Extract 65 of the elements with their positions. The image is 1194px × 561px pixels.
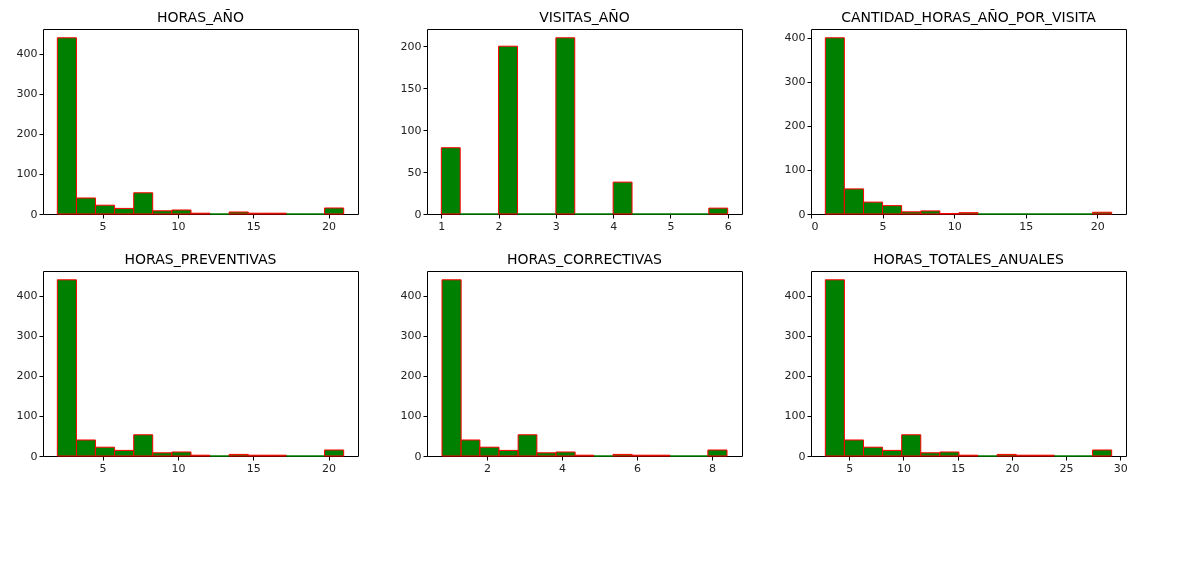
x-tick-label: 15 (951, 461, 966, 475)
y-tick-label: 300 (784, 329, 806, 343)
y-tick-label: 100 (400, 409, 422, 423)
x-tick-label: 2 (495, 219, 503, 233)
x-tick-label: 5 (667, 219, 675, 233)
y-tick-label: 300 (16, 87, 38, 101)
y-tick-label: 0 (30, 449, 38, 463)
y-tick-label: 400 (784, 31, 806, 45)
x-tick-label: 20 (322, 219, 337, 233)
x-tick-label: 6 (724, 219, 732, 233)
x-tick-label: 10 (171, 219, 186, 233)
y-tick-label: 300 (400, 329, 422, 343)
y-tick-label: 200 (400, 369, 422, 383)
y-tick-label: 100 (784, 409, 806, 423)
y-tick-label: 50 (407, 165, 422, 179)
y-tick-label: 0 (798, 449, 806, 463)
x-tick-label: 3 (552, 219, 560, 233)
y-tick-label: 200 (784, 119, 806, 133)
x-tick-label: 5 (99, 461, 107, 475)
y-tick-label: 100 (16, 409, 38, 423)
y-tick-label: 200 (400, 39, 422, 53)
y-tick-label: 300 (784, 75, 806, 89)
x-tick-label: 1 (438, 219, 446, 233)
y-tick-label: 300 (16, 329, 38, 343)
y-tick-label: 100 (16, 167, 38, 181)
x-tick-label: 20 (1005, 461, 1020, 475)
x-tick-label: 30 (1113, 461, 1128, 475)
y-tick-label: 100 (400, 123, 422, 137)
x-tick-label: 10 (171, 461, 186, 475)
y-tick-label: 150 (400, 81, 422, 95)
x-tick-label: 15 (1019, 219, 1034, 233)
y-tick-label: 0 (30, 207, 38, 221)
chart-title: HORAS_CORRECTIVAS (507, 251, 663, 267)
x-tick-label: 4 (610, 219, 618, 233)
x-tick-label: 2 (484, 461, 491, 475)
x-tick-label: 15 (246, 461, 261, 475)
x-tick-label: 6 (634, 461, 641, 475)
x-tick-label: 10 (896, 461, 911, 475)
y-tick-label: 200 (784, 369, 806, 383)
y-tick-label: 100 (784, 163, 806, 177)
x-tick-label: 15 (246, 219, 261, 233)
y-tick-label: 400 (16, 47, 38, 61)
y-tick-label: 400 (16, 289, 38, 303)
y-tick-label: 0 (798, 207, 806, 221)
x-tick-label: 20 (1090, 219, 1105, 233)
chart-title: HORAS_TOTALES_ANUALES (873, 251, 1064, 267)
chart-title: CANTIDAD_HORAS_AÑO_POR_VISITA (841, 9, 1097, 25)
y-tick-label: 400 (400, 289, 422, 303)
x-tick-label: 25 (1059, 461, 1074, 475)
x-tick-label: 20 (322, 461, 337, 475)
y-tick-label: 200 (16, 127, 38, 141)
x-tick-label: 10 (947, 219, 962, 233)
x-tick-label: 5 (99, 219, 107, 233)
y-tick-label: 400 (784, 289, 806, 303)
y-tick-label: 200 (16, 369, 38, 383)
chart-title: VISITAS_AÑO (539, 9, 630, 25)
x-tick-label: 0 (811, 219, 819, 233)
chart-title: HORAS_PREVENTIVAS (124, 251, 277, 267)
chart-title: HORAS_AÑO (156, 9, 245, 25)
x-tick-label: 5 (879, 219, 887, 233)
x-tick-label: 8 (709, 461, 716, 475)
x-tick-label: 5 (846, 461, 854, 475)
x-tick-label: 4 (559, 461, 566, 475)
y-tick-label: 0 (414, 449, 422, 463)
y-tick-label: 0 (414, 207, 422, 221)
